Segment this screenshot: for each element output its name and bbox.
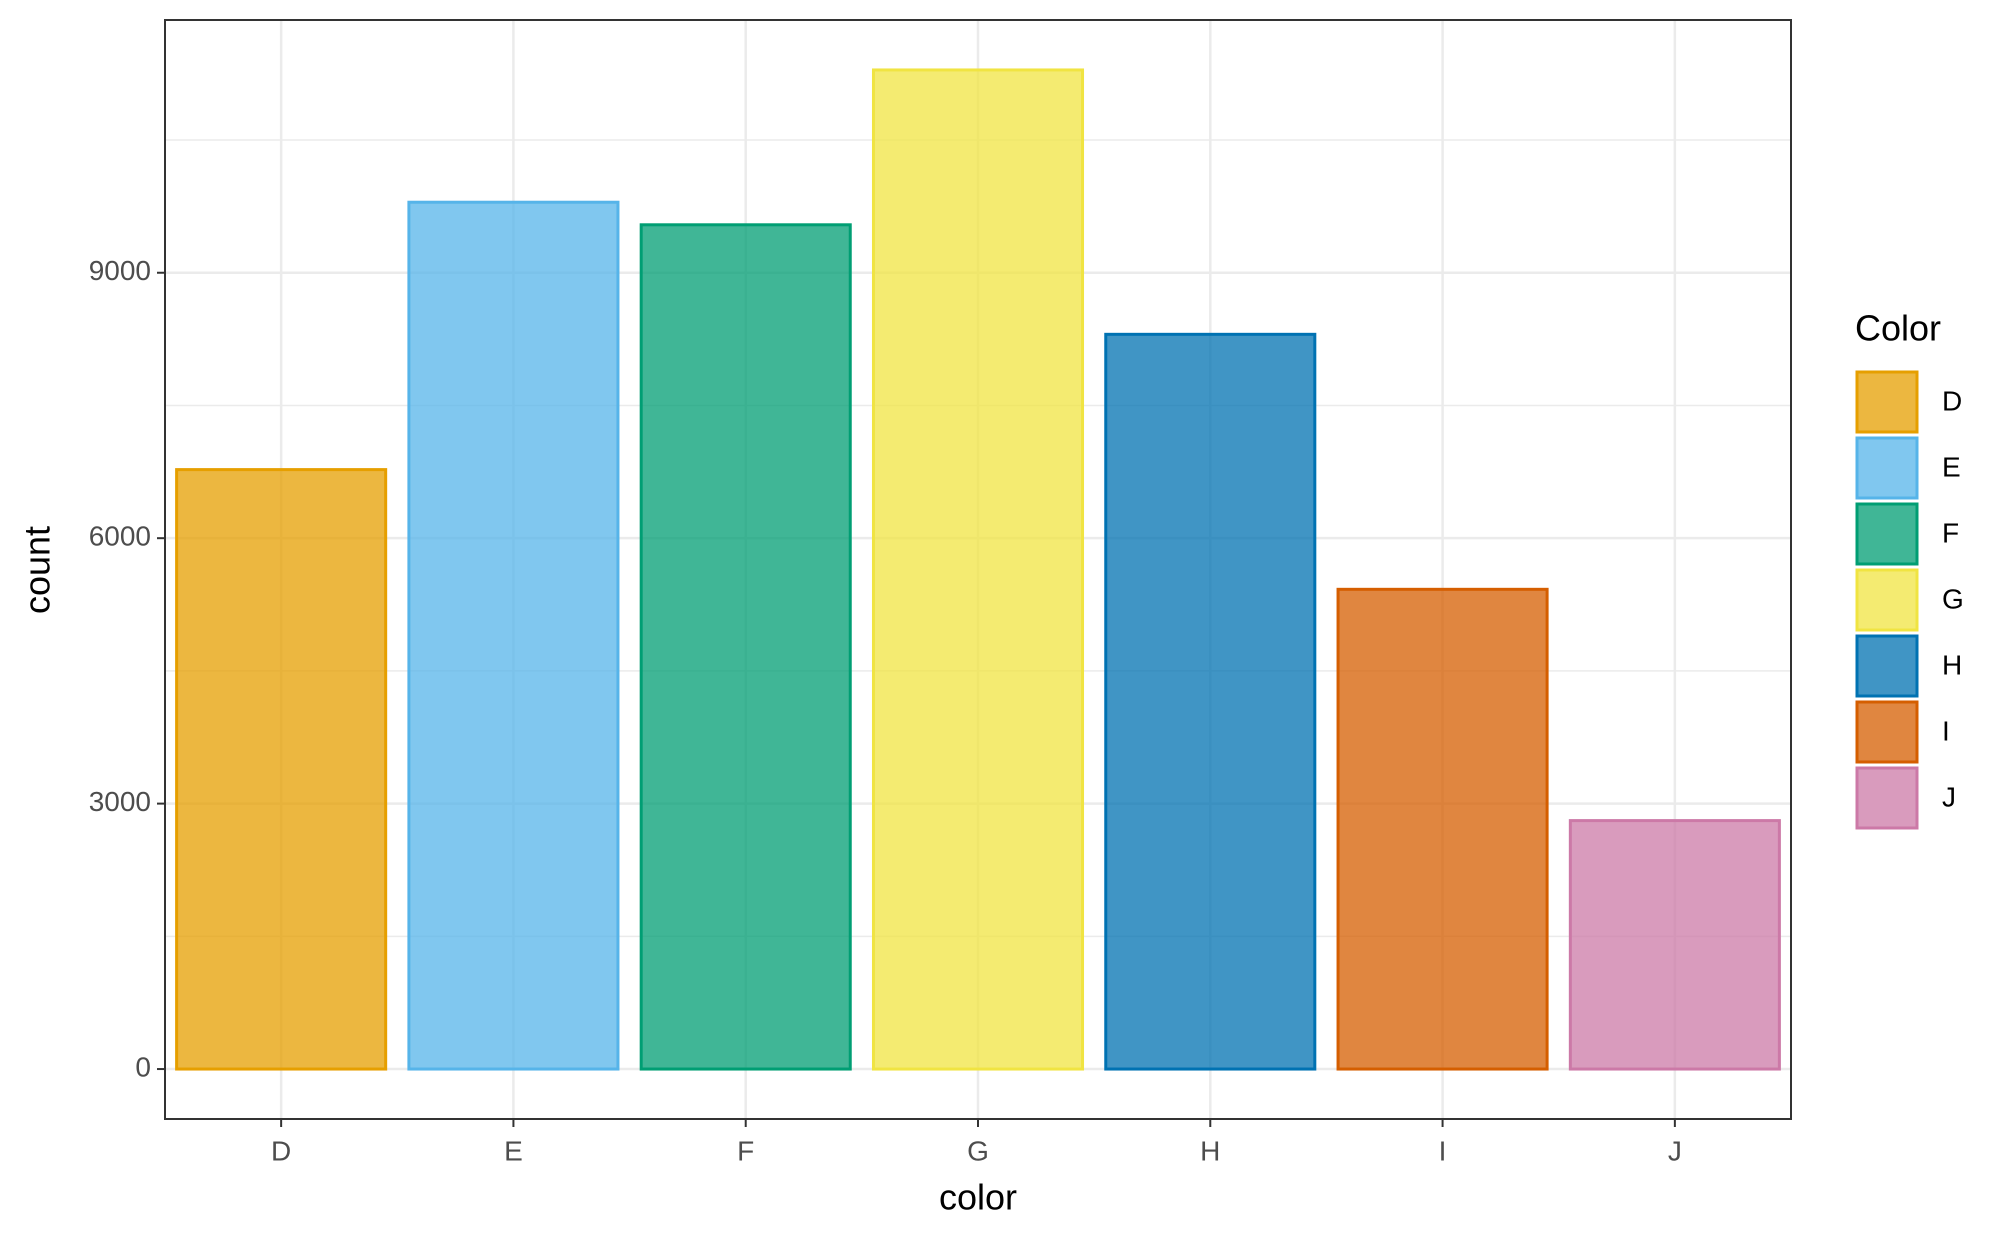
x-tick-label: D — [271, 1135, 291, 1166]
bar — [1104, 332, 1317, 1071]
y-tick-label: 6000 — [89, 521, 151, 552]
y-axis-title: count — [17, 526, 58, 614]
bar — [175, 468, 388, 1071]
legend-label: H — [1942, 649, 1962, 680]
legend-label: J — [1942, 781, 1956, 812]
bar — [1336, 587, 1549, 1071]
bar — [871, 68, 1085, 1071]
legend-key — [1855, 568, 1919, 632]
legend-key — [1855, 502, 1919, 566]
bar — [407, 200, 620, 1071]
legend-label: F — [1942, 517, 1959, 548]
legend-key — [1855, 700, 1919, 764]
x-tick-label: H — [1200, 1135, 1220, 1166]
y-tick-label: 9000 — [89, 255, 151, 286]
y-tick-label: 0 — [135, 1051, 151, 1082]
legend-label: I — [1942, 715, 1950, 746]
legend-label: D — [1942, 385, 1962, 416]
x-tick-label: G — [967, 1135, 989, 1166]
y-tick-label: 3000 — [89, 786, 151, 817]
bar — [1568, 819, 1781, 1071]
legend-key — [1855, 766, 1919, 830]
legend-title: Color — [1855, 308, 1941, 349]
legend-label: G — [1942, 583, 1964, 614]
panel-border — [164, 19, 1792, 1120]
x-axis-title: color — [939, 1177, 1017, 1218]
legend-key — [1855, 370, 1919, 434]
legend-key — [1855, 436, 1919, 500]
legend-key — [1855, 634, 1919, 698]
x-tick-label: I — [1439, 1135, 1447, 1166]
legend-label: E — [1942, 451, 1961, 482]
bar — [639, 223, 852, 1071]
x-tick-label: J — [1668, 1135, 1682, 1166]
x-tick-label: E — [504, 1135, 523, 1166]
x-tick-label: F — [737, 1135, 754, 1166]
